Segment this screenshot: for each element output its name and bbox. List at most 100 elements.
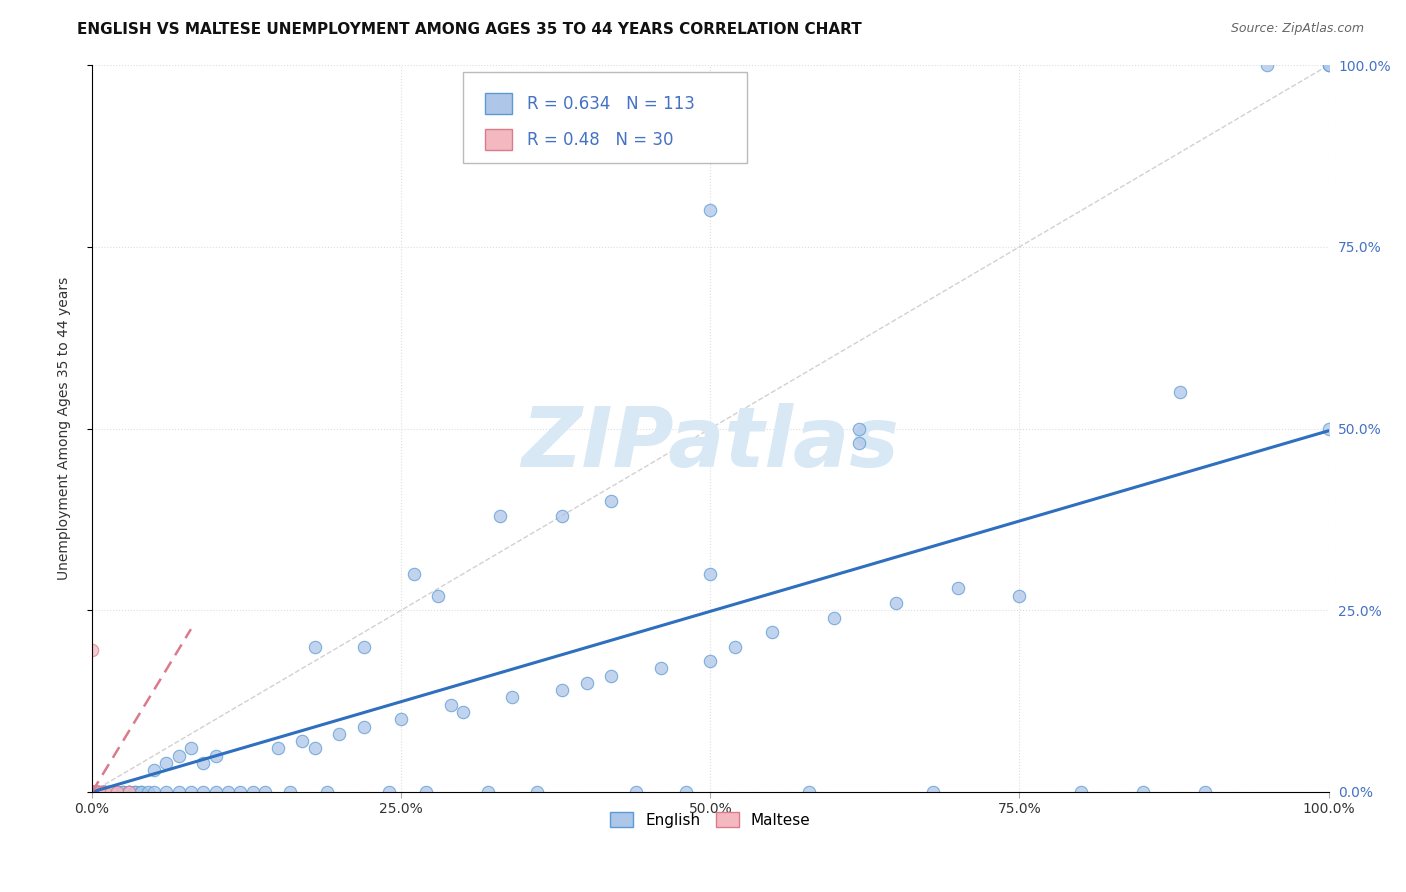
Point (80, 785, 103, 799)
Point (80, 785, 103, 799)
Point (80, 785, 103, 799)
Point (675, 785, 697, 799)
Point (93, 785, 115, 799)
Point (328, 727, 350, 741)
Point (80, 785, 103, 799)
Point (105, 785, 128, 799)
Point (551, 683, 574, 698)
Point (80, 785, 103, 799)
Point (118, 785, 141, 799)
Point (1317, 421, 1340, 435)
Point (316, 785, 339, 799)
Point (124, 785, 146, 799)
Point (501, 690, 523, 705)
Point (402, 566, 425, 581)
Point (80, 785, 103, 799)
Point (103, 785, 125, 799)
Point (884, 596, 907, 610)
Point (103, 785, 125, 799)
Point (80, 785, 103, 799)
Point (600, 494, 623, 508)
Point (87, 785, 110, 799)
Point (100, 785, 122, 799)
Point (142, 785, 165, 799)
Point (80, 785, 103, 799)
Point (378, 785, 401, 799)
Point (80, 785, 103, 799)
Point (724, 640, 747, 654)
Point (87, 785, 110, 799)
Point (93, 785, 115, 799)
Point (217, 785, 239, 799)
Point (699, 566, 721, 581)
Point (80, 643, 103, 657)
Text: R = 0.48   N = 30: R = 0.48 N = 30 (527, 130, 673, 149)
Point (823, 610, 845, 624)
Text: R = 0.634   N = 113: R = 0.634 N = 113 (527, 95, 695, 112)
Point (80, 785, 103, 799)
Point (80, 785, 103, 799)
Point (624, 785, 647, 799)
Point (93, 785, 115, 799)
Point (90, 785, 112, 799)
Point (1317, 58, 1340, 72)
Point (242, 785, 264, 799)
Point (80, 785, 103, 799)
Point (551, 508, 574, 523)
Text: ENGLISH VS MALTESE UNEMPLOYMENT AMONG AGES 35 TO 44 YEARS CORRELATION CHART: ENGLISH VS MALTESE UNEMPLOYMENT AMONG AG… (77, 22, 862, 37)
Point (266, 741, 288, 756)
Point (80, 785, 103, 799)
Point (118, 785, 141, 799)
FancyBboxPatch shape (485, 93, 512, 113)
Point (142, 763, 165, 777)
Point (415, 785, 437, 799)
Point (193, 756, 215, 770)
Point (80, 785, 103, 799)
Point (440, 698, 463, 712)
Point (204, 748, 226, 763)
Point (1008, 589, 1031, 603)
Point (136, 785, 159, 799)
Point (80, 785, 103, 799)
Point (180, 785, 202, 799)
Point (922, 785, 945, 799)
Point (80, 785, 103, 799)
Point (131, 785, 153, 799)
Point (80, 785, 103, 799)
Point (105, 785, 128, 799)
Point (80, 785, 103, 799)
Point (118, 785, 141, 799)
Point (353, 720, 375, 734)
Point (80, 785, 103, 799)
Point (80, 785, 103, 799)
Point (80, 785, 103, 799)
Point (1070, 785, 1092, 799)
Text: ZIPatlas: ZIPatlas (522, 402, 900, 483)
FancyBboxPatch shape (485, 128, 512, 150)
Point (427, 589, 450, 603)
Point (1194, 785, 1216, 799)
Y-axis label: Unemployment Among Ages 35 to 44 years: Unemployment Among Ages 35 to 44 years (58, 277, 72, 580)
Point (90, 785, 112, 799)
Point (96, 785, 118, 799)
Point (575, 676, 598, 690)
Point (80, 785, 103, 799)
Point (87, 785, 110, 799)
Point (278, 785, 301, 799)
Point (304, 741, 326, 756)
Point (799, 785, 821, 799)
Point (699, 654, 721, 668)
Point (204, 785, 226, 799)
Point (90, 785, 112, 799)
Point (167, 785, 190, 799)
Point (80, 785, 103, 799)
Point (80, 785, 103, 799)
Point (489, 508, 512, 523)
Point (111, 785, 134, 799)
Point (1317, 58, 1340, 72)
Point (353, 640, 375, 654)
Point (389, 712, 412, 726)
Point (80, 785, 103, 799)
Point (193, 785, 215, 799)
Point (761, 625, 783, 640)
